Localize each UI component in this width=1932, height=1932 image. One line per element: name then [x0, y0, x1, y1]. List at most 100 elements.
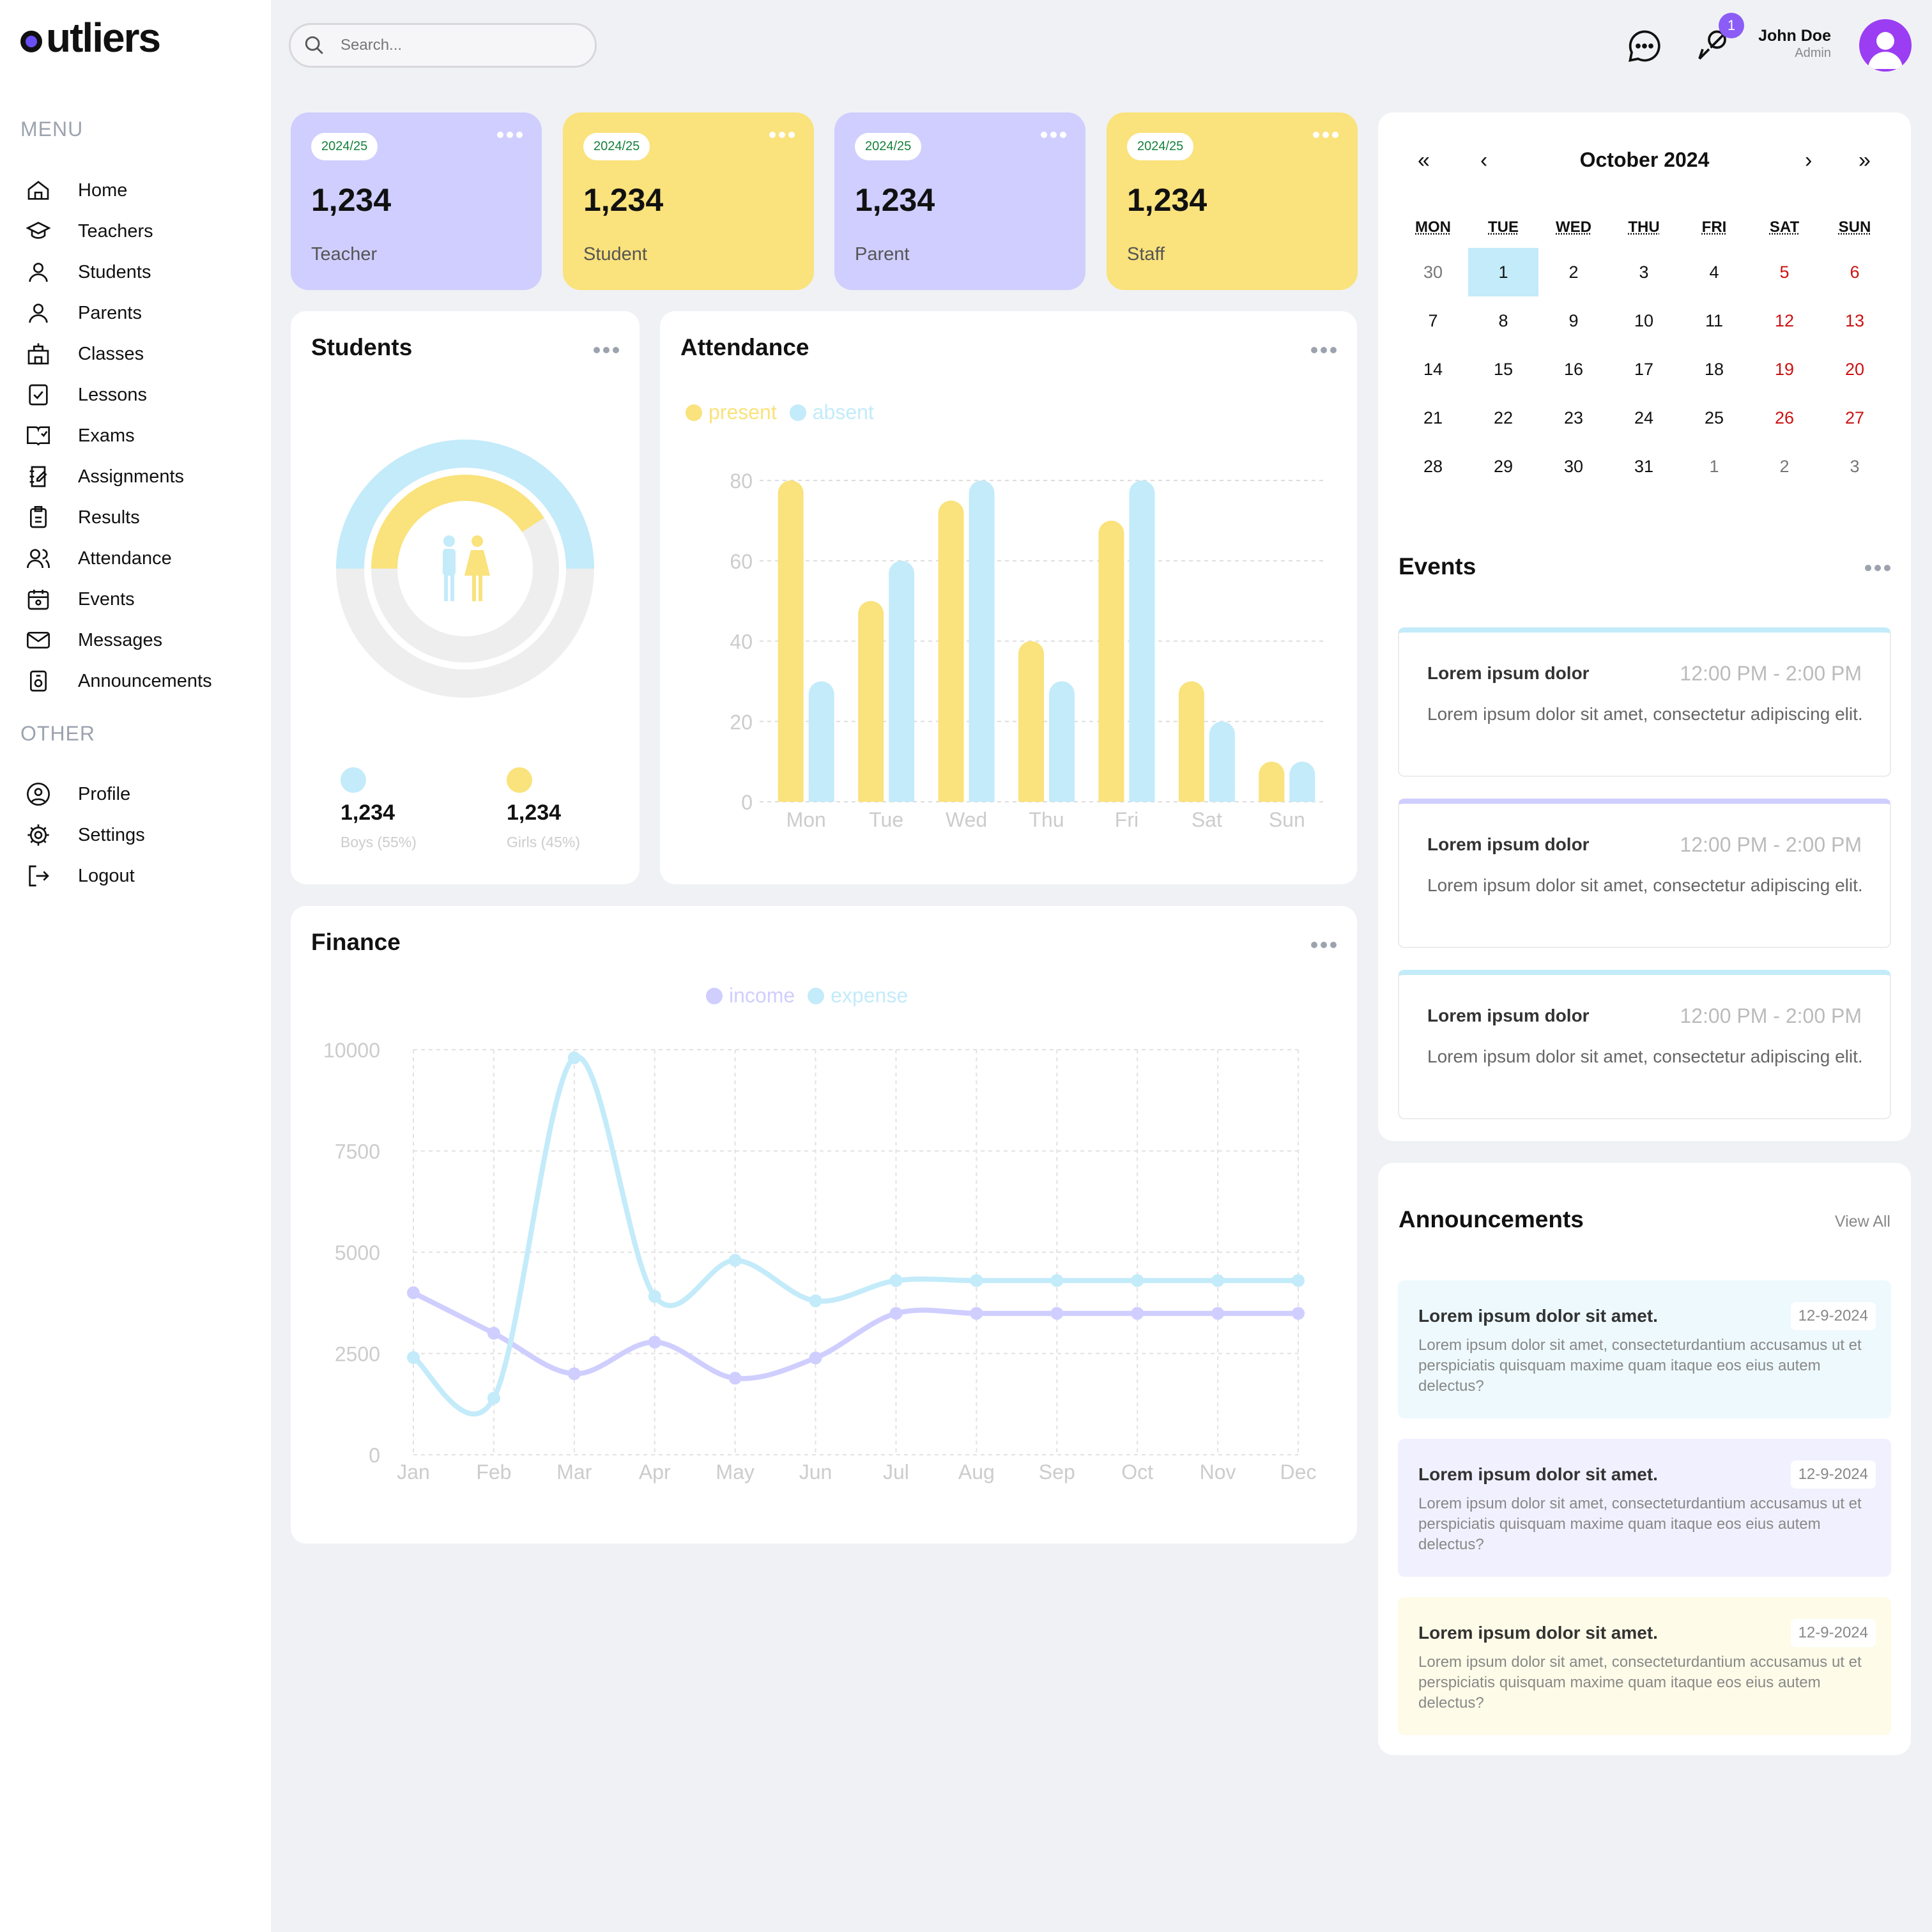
logo[interactable]: utliers [20, 15, 161, 61]
sidebar-item-classes[interactable]: Classes [26, 336, 256, 372]
bar-absent [1129, 480, 1155, 802]
calendar-day[interactable]: 24 [1634, 408, 1654, 427]
y-tick-label: 20 [730, 710, 753, 733]
more-icon[interactable] [1313, 132, 1338, 138]
announcement-icon[interactable] [1693, 27, 1731, 65]
calendar-day[interactable]: 1 [1709, 457, 1719, 476]
more-icon[interactable] [769, 132, 795, 138]
calendar-day[interactable]: 28 [1423, 457, 1443, 476]
message-icon[interactable] [1625, 27, 1664, 65]
calendar-day[interactable]: 30 [1423, 263, 1443, 282]
calendar-day[interactable]: 8 [1498, 311, 1508, 330]
sidebar-item-home[interactable]: Home [26, 172, 256, 208]
calendar-day[interactable]: 16 [1563, 360, 1584, 379]
announcement-item[interactable]: Lorem ipsum dolor sit amet. 12-9-2024 Lo… [1398, 1280, 1891, 1418]
sidebar-item-label: Profile [78, 783, 131, 804]
calendar-day[interactable]: 25 [1704, 408, 1724, 427]
announcement-item[interactable]: Lorem ipsum dolor sit amet. 12-9-2024 Lo… [1398, 1439, 1891, 1577]
calendar-day[interactable]: 2 [1779, 457, 1790, 476]
calendar-day[interactable]: 26 [1774, 408, 1795, 427]
calendar-events-card: « ‹ October 2024 › » MON TUE WED THU FRI SAT S… [1378, 112, 1911, 1141]
sidebar-item-lessons[interactable]: Lessons [26, 377, 256, 413]
calendar-day[interactable]: 31 [1634, 457, 1654, 476]
weekday-label: FRI [1701, 218, 1727, 236]
event-item[interactable]: Lorem ipsum dolor 12:00 PM - 2:00 PM Lor… [1398, 799, 1891, 948]
calendar-day[interactable]: 14 [1423, 360, 1443, 379]
attendance-icon [27, 549, 50, 569]
calendar-day[interactable]: 2 [1568, 263, 1579, 282]
more-icon[interactable] [497, 132, 523, 138]
calendar-day[interactable]: 5 [1779, 263, 1790, 282]
sidebar-item-announcements[interactable]: Announcements [26, 663, 256, 699]
calendar-day[interactable]: 23 [1563, 408, 1584, 427]
legend-income-label: income [729, 984, 795, 1007]
calendar-day[interactable]: 15 [1493, 360, 1514, 379]
calendar-day[interactable]: 4 [1709, 263, 1719, 282]
y-tick-label: 0 [369, 1444, 380, 1467]
more-icon[interactable] [1041, 132, 1066, 138]
user-name[interactable]: John Doe [1758, 27, 1831, 45]
x-tick-label: Mar [556, 1460, 592, 1483]
calendar-day[interactable]: 21 [1423, 408, 1443, 427]
sidebar-item-students[interactable]: Students [26, 254, 256, 290]
prev-year-button[interactable]: « [1418, 148, 1430, 172]
finance-more-icon[interactable] [1311, 942, 1337, 948]
sidebar-item-label: Lessons [78, 384, 148, 405]
calendar-navigation: « ‹ October 2024 › » [1378, 148, 1911, 187]
calendar-day[interactable]: 3 [1639, 263, 1649, 282]
calendar-day[interactable]: 6 [1850, 263, 1860, 282]
home-icon [27, 180, 49, 200]
search-bar[interactable] [289, 23, 597, 68]
sidebar-item-logout[interactable]: Logout [26, 858, 256, 894]
calendar-day[interactable]: 30 [1563, 457, 1584, 476]
calendar-month-label[interactable]: October 2024 [1579, 148, 1710, 171]
weekday-label: SAT [1769, 218, 1800, 236]
bar-base-present [1259, 789, 1285, 802]
next-month-button[interactable]: › [1805, 148, 1813, 172]
calendar-day[interactable]: 3 [1850, 457, 1860, 476]
calendar-day[interactable]: 22 [1493, 408, 1514, 427]
calendar-day[interactable]: 13 [1844, 311, 1865, 330]
search-input[interactable] [341, 36, 571, 54]
finance-legend: income expense [706, 984, 908, 1008]
calendar-day[interactable]: 29 [1493, 457, 1514, 476]
calendar-day[interactable]: 17 [1634, 360, 1654, 379]
weekday-label: MON [1415, 218, 1451, 236]
event-item[interactable]: Lorem ipsum dolor 12:00 PM - 2:00 PM Lor… [1398, 627, 1891, 777]
sidebar-item-settings[interactable]: Settings [26, 817, 256, 853]
x-tick-label: Jun [799, 1460, 832, 1483]
sidebar-item-profile[interactable]: Profile [26, 776, 256, 812]
sidebar-item-attendance[interactable]: Attendance [26, 540, 256, 576]
sidebar-item-parents[interactable]: Parents [26, 295, 256, 331]
students-more-icon[interactable] [594, 347, 619, 353]
calendar-day[interactable]: 20 [1844, 360, 1865, 379]
bar-absent [1049, 681, 1075, 802]
point-expense [809, 1294, 822, 1308]
calendar-day[interactable]: 9 [1568, 311, 1579, 330]
sidebar-item-events[interactable]: Events [26, 581, 256, 617]
calendar-day[interactable]: 27 [1844, 408, 1865, 427]
attendance-more-icon[interactable] [1311, 347, 1337, 353]
year-badge: 2024/25 [1127, 133, 1194, 160]
next-year-button[interactable]: » [1859, 148, 1871, 172]
calendar-day[interactable]: 7 [1428, 311, 1438, 330]
calendar-day[interactable]: 18 [1704, 360, 1724, 379]
sidebar-item-messages[interactable]: Messages [26, 622, 256, 658]
calendar-day-selected[interactable]: 1 [1468, 248, 1538, 296]
sidebar-item-teachers[interactable]: Teachers [26, 213, 256, 249]
calendar-day[interactable]: 12 [1774, 311, 1795, 330]
events-more-icon[interactable] [1865, 565, 1890, 571]
avatar[interactable] [1859, 19, 1912, 72]
calendar-day[interactable]: 11 [1705, 311, 1724, 330]
announcement-item[interactable]: Lorem ipsum dolor sit amet. 12-9-2024 Lo… [1398, 1597, 1891, 1735]
calendar-day[interactable]: 10 [1634, 311, 1654, 330]
sidebar-item-results[interactable]: Results [26, 500, 256, 535]
sidebar-item-assignments[interactable]: Assignments [26, 459, 256, 494]
sidebar-item-exams[interactable]: Exams [26, 418, 256, 454]
logo-icon [20, 31, 42, 52]
announcement-date: 12-9-2024 [1790, 1619, 1876, 1647]
prev-month-button[interactable]: ‹ [1480, 148, 1488, 172]
calendar-day[interactable]: 19 [1774, 360, 1795, 379]
event-item[interactable]: Lorem ipsum dolor 12:00 PM - 2:00 PM Lor… [1398, 970, 1891, 1119]
view-all-link[interactable]: View All [1834, 1213, 1890, 1230]
